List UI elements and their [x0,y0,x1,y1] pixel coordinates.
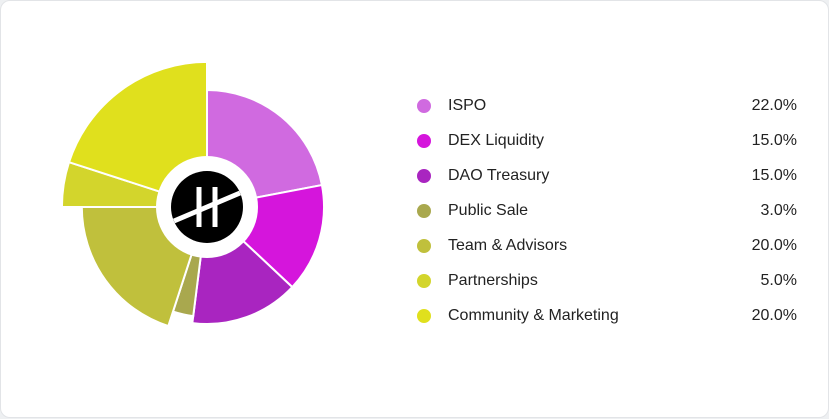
legend-label: Public Sale [448,201,529,219]
legend-label: DEX Liquidity [448,131,545,149]
legend-value: 20.0% [751,306,797,324]
legend-label: ISPO [448,96,487,114]
legend-value: 3.0% [760,201,797,219]
legend-swatch [417,168,431,183]
legend-item: DEX Liquidity 15.0% [417,123,797,158]
token-logo-mark [173,187,241,227]
legend-item: Community & Marketing 20.0% [417,298,797,333]
legend-label: DAO Treasury [448,166,550,184]
legend-swatch [417,308,431,323]
legend-swatch [417,203,431,218]
legend-value: 20.0% [751,236,797,254]
legend-item: Partnerships 5.0% [417,263,797,298]
legend-label: Team & Advisors [448,236,568,254]
allocation-pie-chart [60,60,325,328]
legend-value: 15.0% [751,166,797,184]
legend-swatch [417,98,431,113]
chart-legend: ISPO 22.0% DEX Liquidity 15.0% DAO Treasury 1… [417,88,797,333]
legend-label: Partnerships [448,271,538,289]
legend-item: Team & Advisors 20.0% [417,228,797,263]
legend-item: ISPO 22.0% [417,88,797,123]
legend-swatch [417,238,431,253]
legend-swatch [417,133,431,148]
legend-swatch [417,273,431,288]
legend-value: 5.0% [760,271,797,289]
center-logo [156,156,258,258]
legend-value: 15.0% [751,131,797,149]
legend-item: Public Sale 3.0% [417,193,797,228]
legend-item: DAO Treasury 15.0% [417,158,797,193]
legend-label: Community & Marketing [448,306,619,324]
legend-value: 22.0% [751,96,797,114]
